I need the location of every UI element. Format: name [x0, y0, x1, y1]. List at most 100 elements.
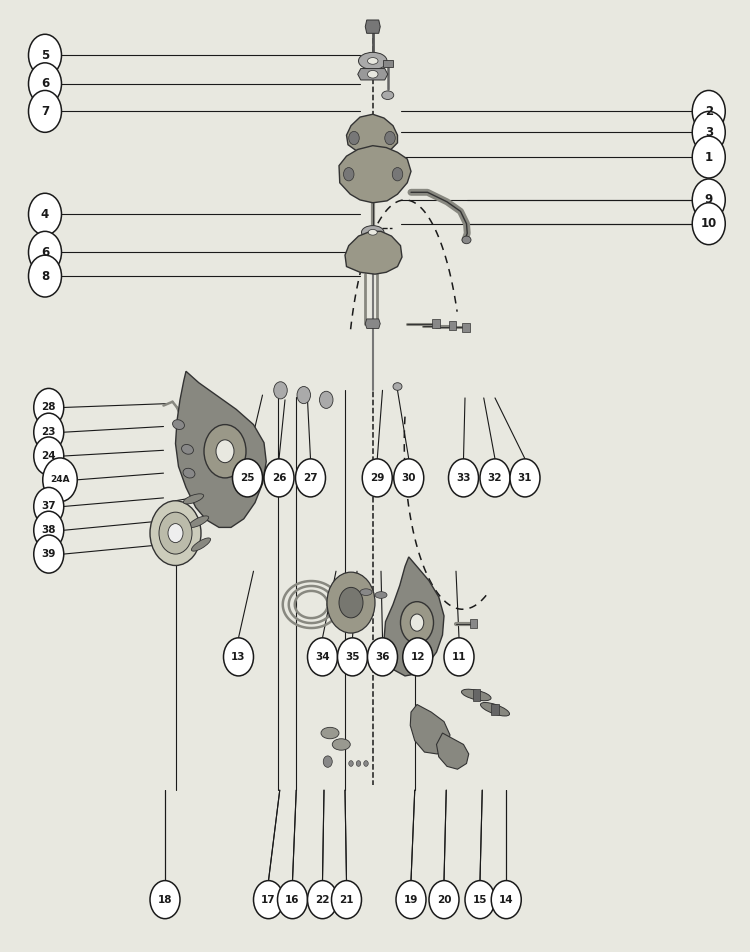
- Circle shape: [332, 881, 362, 919]
- Ellipse shape: [332, 739, 350, 750]
- Circle shape: [444, 638, 474, 676]
- Circle shape: [28, 90, 62, 132]
- Polygon shape: [345, 231, 402, 274]
- Text: 27: 27: [303, 473, 318, 483]
- Text: 12: 12: [410, 652, 425, 662]
- Circle shape: [34, 413, 64, 451]
- Text: 33: 33: [456, 473, 471, 483]
- Circle shape: [34, 388, 64, 426]
- Text: 37: 37: [41, 502, 56, 511]
- Circle shape: [168, 524, 183, 543]
- Text: 23: 23: [41, 427, 56, 437]
- Circle shape: [339, 587, 363, 618]
- Polygon shape: [470, 619, 477, 628]
- Circle shape: [327, 572, 375, 633]
- Text: 26: 26: [272, 473, 286, 483]
- Ellipse shape: [382, 91, 394, 99]
- Ellipse shape: [189, 516, 209, 527]
- Text: 11: 11: [452, 652, 466, 662]
- Circle shape: [297, 387, 310, 404]
- Text: 34: 34: [315, 652, 330, 662]
- Polygon shape: [462, 323, 470, 332]
- Circle shape: [429, 881, 459, 919]
- Polygon shape: [491, 704, 499, 715]
- Circle shape: [150, 501, 201, 565]
- Text: 35: 35: [345, 652, 360, 662]
- Circle shape: [491, 881, 521, 919]
- Circle shape: [448, 459, 478, 497]
- Ellipse shape: [481, 703, 509, 716]
- Circle shape: [344, 168, 354, 181]
- Text: 14: 14: [499, 895, 514, 904]
- Ellipse shape: [182, 445, 194, 454]
- Text: 8: 8: [40, 269, 50, 283]
- Ellipse shape: [462, 236, 471, 244]
- Circle shape: [338, 638, 368, 676]
- Circle shape: [224, 638, 254, 676]
- Text: 29: 29: [370, 473, 385, 483]
- Ellipse shape: [321, 727, 339, 739]
- Polygon shape: [472, 689, 480, 701]
- Text: 13: 13: [231, 652, 246, 662]
- Ellipse shape: [358, 52, 387, 69]
- Circle shape: [43, 458, 77, 502]
- Text: 2: 2: [705, 105, 712, 118]
- Circle shape: [692, 203, 725, 245]
- Polygon shape: [339, 146, 411, 203]
- Circle shape: [385, 131, 395, 145]
- Text: 25: 25: [240, 473, 255, 483]
- Ellipse shape: [368, 229, 377, 235]
- Ellipse shape: [393, 383, 402, 390]
- Ellipse shape: [362, 226, 384, 239]
- Circle shape: [28, 231, 62, 273]
- Polygon shape: [365, 20, 380, 33]
- Ellipse shape: [364, 241, 381, 250]
- Text: 10: 10: [700, 217, 717, 230]
- Ellipse shape: [191, 538, 211, 551]
- Circle shape: [28, 255, 62, 297]
- Circle shape: [28, 63, 62, 105]
- Text: 9: 9: [705, 193, 712, 207]
- Text: 22: 22: [315, 895, 330, 904]
- Circle shape: [216, 440, 234, 463]
- Circle shape: [28, 193, 62, 235]
- Circle shape: [362, 459, 392, 497]
- Circle shape: [254, 881, 284, 919]
- Text: 19: 19: [404, 895, 418, 904]
- Polygon shape: [448, 321, 456, 330]
- Ellipse shape: [183, 468, 195, 478]
- Text: 31: 31: [518, 473, 532, 483]
- Circle shape: [274, 382, 287, 399]
- Text: 32: 32: [488, 473, 502, 483]
- Circle shape: [400, 602, 433, 644]
- Text: 30: 30: [401, 473, 416, 483]
- Text: 1: 1: [705, 150, 712, 164]
- Circle shape: [34, 487, 64, 526]
- Circle shape: [204, 425, 246, 478]
- Circle shape: [510, 459, 540, 497]
- Circle shape: [410, 614, 424, 631]
- Text: 7: 7: [41, 105, 49, 118]
- Circle shape: [320, 391, 333, 408]
- Circle shape: [308, 638, 338, 676]
- Polygon shape: [346, 114, 398, 154]
- Circle shape: [364, 761, 368, 766]
- Circle shape: [28, 34, 62, 76]
- Polygon shape: [176, 371, 266, 527]
- Ellipse shape: [368, 57, 378, 65]
- Ellipse shape: [172, 420, 184, 429]
- Text: 36: 36: [375, 652, 390, 662]
- Text: 16: 16: [285, 895, 300, 904]
- Circle shape: [34, 535, 64, 573]
- Text: 20: 20: [436, 895, 451, 904]
- Circle shape: [323, 756, 332, 767]
- Ellipse shape: [183, 494, 204, 504]
- Ellipse shape: [375, 591, 387, 599]
- Circle shape: [296, 459, 326, 497]
- Circle shape: [692, 179, 725, 221]
- Circle shape: [356, 761, 361, 766]
- Ellipse shape: [360, 588, 372, 596]
- Text: 3: 3: [705, 126, 712, 139]
- Text: 18: 18: [158, 895, 172, 904]
- Text: 39: 39: [41, 549, 56, 559]
